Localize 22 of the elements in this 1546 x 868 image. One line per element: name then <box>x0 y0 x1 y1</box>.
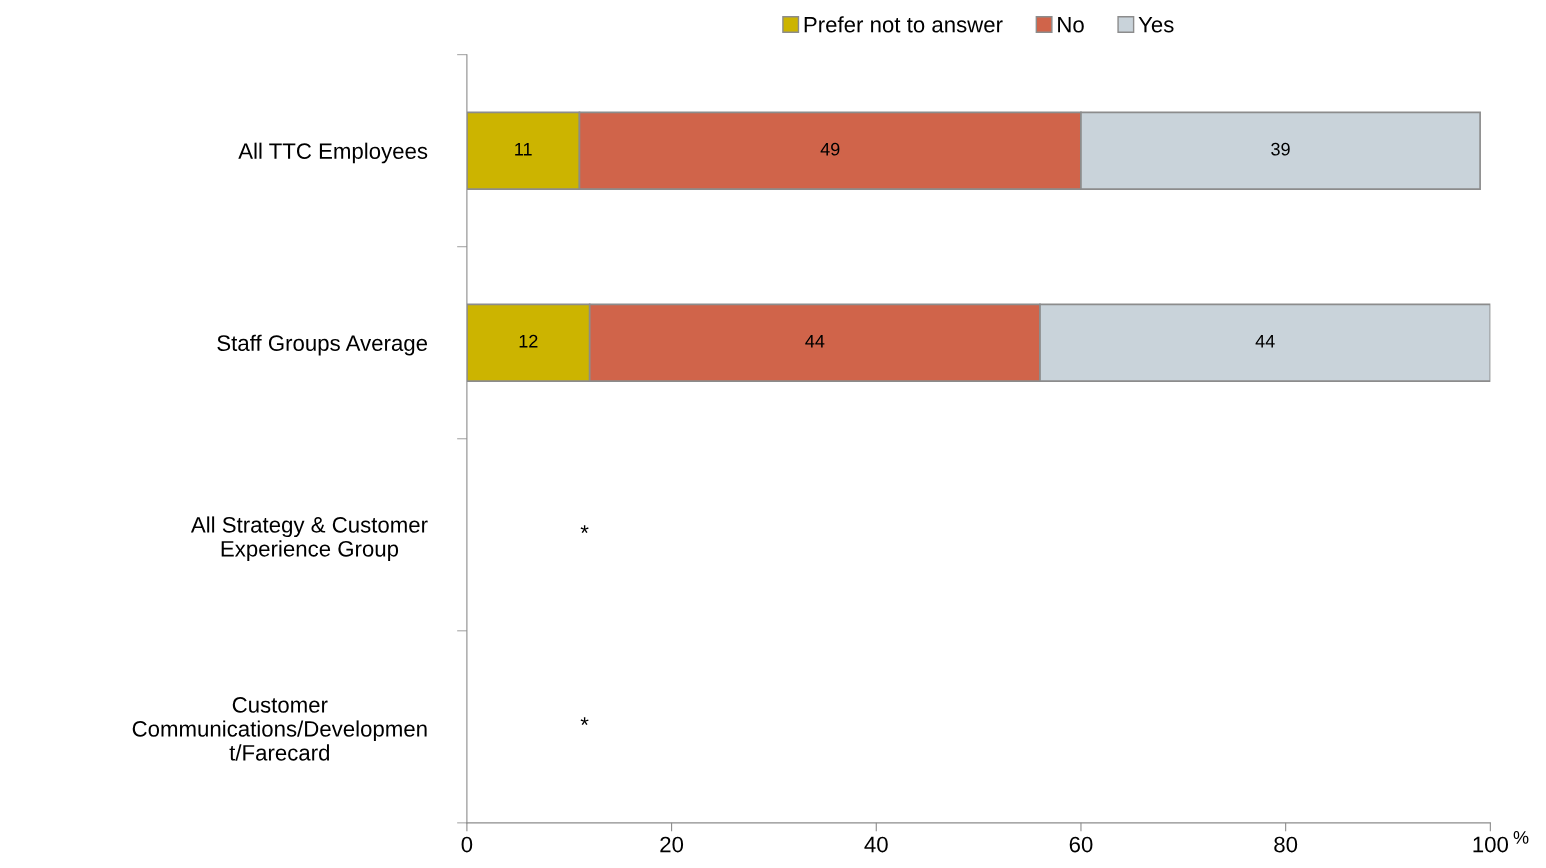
data-label: 44 <box>805 335 825 348</box>
y-tick-label: All TTC Employees <box>238 142 428 164</box>
data-label: 11 <box>515 142 532 156</box>
data-label: 39 <box>1271 142 1290 156</box>
legend-label: Yes <box>1138 17 1174 33</box>
x-tick-label: 80 <box>1274 836 1298 853</box>
x-tick-label: 0 <box>461 836 473 853</box>
y-tick-label: All Strategy & Customer Experience Group <box>190 516 428 562</box>
x-tick-label: 60 <box>1069 836 1093 853</box>
x-axis-title: % <box>1513 831 1529 844</box>
data-label: 12 <box>519 334 538 348</box>
x-tick-label: 20 <box>660 836 684 853</box>
data-label: 49 <box>820 142 840 156</box>
annotation: * <box>580 717 589 726</box>
data-label: 44 <box>1255 335 1275 348</box>
y-tick-label: Staff Groups Average <box>217 334 428 356</box>
x-tick-label: 40 <box>864 836 888 853</box>
x-tick-label: 100 <box>1473 836 1509 853</box>
y-tick-label: Customer Communications/Developmen t/Farecard <box>132 697 427 761</box>
annotation: * <box>580 525 589 534</box>
legend-label: No <box>1058 17 1084 33</box>
legend-label: Prefer not to answer <box>804 16 1003 33</box>
